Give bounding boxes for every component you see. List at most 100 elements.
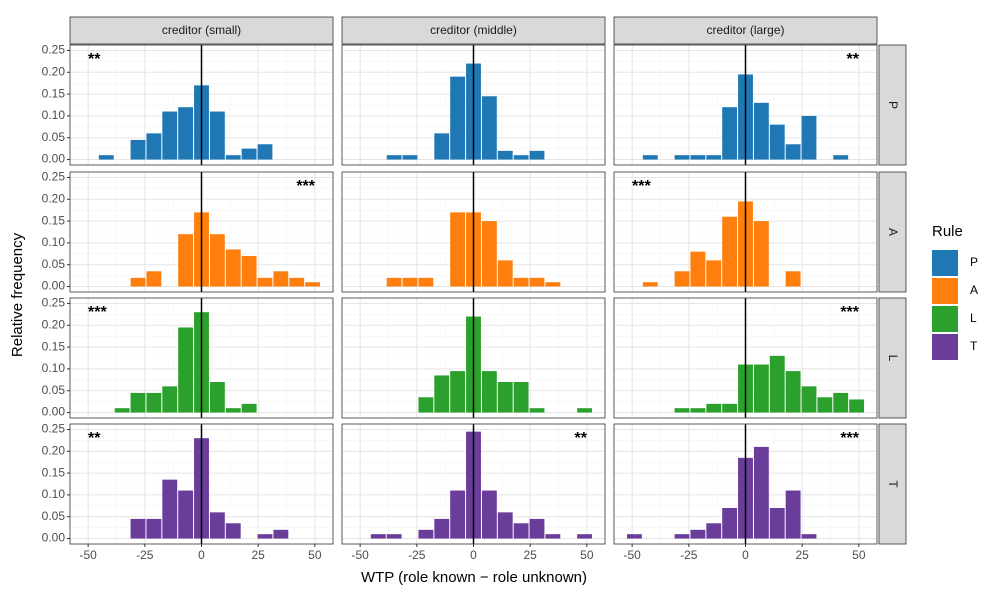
bar bbox=[273, 529, 289, 539]
bar bbox=[545, 534, 561, 539]
bar bbox=[241, 256, 257, 287]
bar bbox=[706, 260, 722, 287]
panel-border bbox=[613, 297, 878, 419]
y-tick-label: 0.20 bbox=[42, 191, 66, 205]
bar bbox=[434, 133, 450, 160]
bar bbox=[289, 277, 305, 287]
bar bbox=[769, 124, 785, 160]
x-tick-label: 0 bbox=[198, 548, 205, 562]
bar bbox=[801, 386, 817, 413]
bar bbox=[753, 364, 769, 413]
x-tick-label: 50 bbox=[308, 548, 322, 562]
bar bbox=[178, 107, 194, 160]
y-tick-label: 0.25 bbox=[42, 422, 66, 436]
bar bbox=[642, 155, 658, 160]
bar bbox=[225, 408, 241, 413]
bar bbox=[849, 399, 865, 413]
legend-label: P bbox=[970, 255, 978, 269]
bar bbox=[513, 277, 529, 287]
bar bbox=[753, 446, 769, 539]
bar bbox=[370, 534, 386, 539]
panel-border bbox=[613, 44, 878, 166]
bar bbox=[450, 212, 466, 287]
legend-key bbox=[932, 306, 958, 332]
bar bbox=[545, 282, 561, 287]
bar bbox=[418, 529, 434, 539]
panel-border bbox=[341, 44, 606, 166]
bar bbox=[130, 139, 146, 160]
bar bbox=[434, 375, 450, 413]
row-strip-label: T bbox=[886, 480, 900, 488]
bar bbox=[98, 155, 114, 160]
bar bbox=[225, 523, 241, 539]
bar bbox=[785, 271, 801, 287]
bar bbox=[785, 490, 801, 539]
bar bbox=[178, 490, 194, 539]
legend-key bbox=[932, 334, 958, 360]
bar bbox=[225, 155, 241, 160]
legend-label: A bbox=[970, 283, 978, 297]
y-tick-label: 0.05 bbox=[42, 257, 66, 271]
y-tick-label: 0.00 bbox=[42, 279, 66, 293]
x-tick-label: 50 bbox=[580, 548, 594, 562]
bar bbox=[209, 111, 225, 160]
bar bbox=[209, 234, 225, 287]
bar bbox=[241, 403, 257, 413]
bar bbox=[225, 249, 241, 287]
significance-label: ** bbox=[575, 430, 588, 447]
x-tick-label: 0 bbox=[742, 548, 749, 562]
bar bbox=[130, 392, 146, 413]
significance-label: ** bbox=[847, 51, 860, 68]
y-tick-label: 0.10 bbox=[42, 235, 66, 249]
bar bbox=[481, 221, 497, 287]
bar bbox=[257, 277, 273, 287]
column-strip-label: creditor (large) bbox=[706, 23, 784, 37]
y-tick-label: 0.10 bbox=[42, 361, 66, 375]
column-strip bbox=[613, 16, 878, 45]
bar bbox=[833, 392, 849, 413]
bar bbox=[513, 523, 529, 539]
bar bbox=[418, 277, 434, 287]
bar bbox=[529, 518, 545, 539]
panel-border bbox=[69, 297, 334, 419]
bar bbox=[114, 408, 130, 413]
bar bbox=[706, 155, 722, 160]
bar bbox=[577, 408, 593, 413]
bar bbox=[162, 111, 178, 160]
bar bbox=[130, 518, 146, 539]
column-strip-label: creditor (middle) bbox=[430, 23, 517, 37]
significance-label: ** bbox=[88, 51, 101, 68]
bar bbox=[642, 282, 658, 287]
legend-label: T bbox=[970, 339, 978, 353]
row-strip bbox=[878, 297, 907, 419]
legend-key bbox=[932, 278, 958, 304]
bar bbox=[209, 512, 225, 539]
bar bbox=[690, 155, 706, 160]
y-tick-label: 0.00 bbox=[42, 152, 66, 166]
panel-border bbox=[613, 171, 878, 293]
bar bbox=[674, 534, 690, 539]
y-tick-label: 0.05 bbox=[42, 509, 66, 523]
bar bbox=[418, 397, 434, 413]
x-tick-label: -50 bbox=[623, 548, 641, 562]
bar bbox=[801, 115, 817, 160]
bar bbox=[386, 155, 402, 160]
bar bbox=[481, 490, 497, 539]
y-tick-label: 0.00 bbox=[42, 531, 66, 545]
bar bbox=[706, 403, 722, 413]
bar bbox=[626, 534, 642, 539]
bar bbox=[529, 408, 545, 413]
y-tick-label: 0.15 bbox=[42, 213, 66, 227]
significance-label: *** bbox=[840, 304, 859, 321]
x-tick-label: -25 bbox=[680, 548, 698, 562]
bar bbox=[753, 102, 769, 160]
x-tick-label: -25 bbox=[136, 548, 154, 562]
bar bbox=[801, 534, 817, 539]
x-tick-label: 0 bbox=[470, 548, 477, 562]
y-tick-label: 0.05 bbox=[42, 383, 66, 397]
y-tick-label: 0.15 bbox=[42, 86, 66, 100]
panel-border bbox=[341, 297, 606, 419]
bar bbox=[529, 150, 545, 160]
y-axis-label: Relative frequency bbox=[9, 232, 26, 357]
significance-label: *** bbox=[840, 430, 859, 447]
